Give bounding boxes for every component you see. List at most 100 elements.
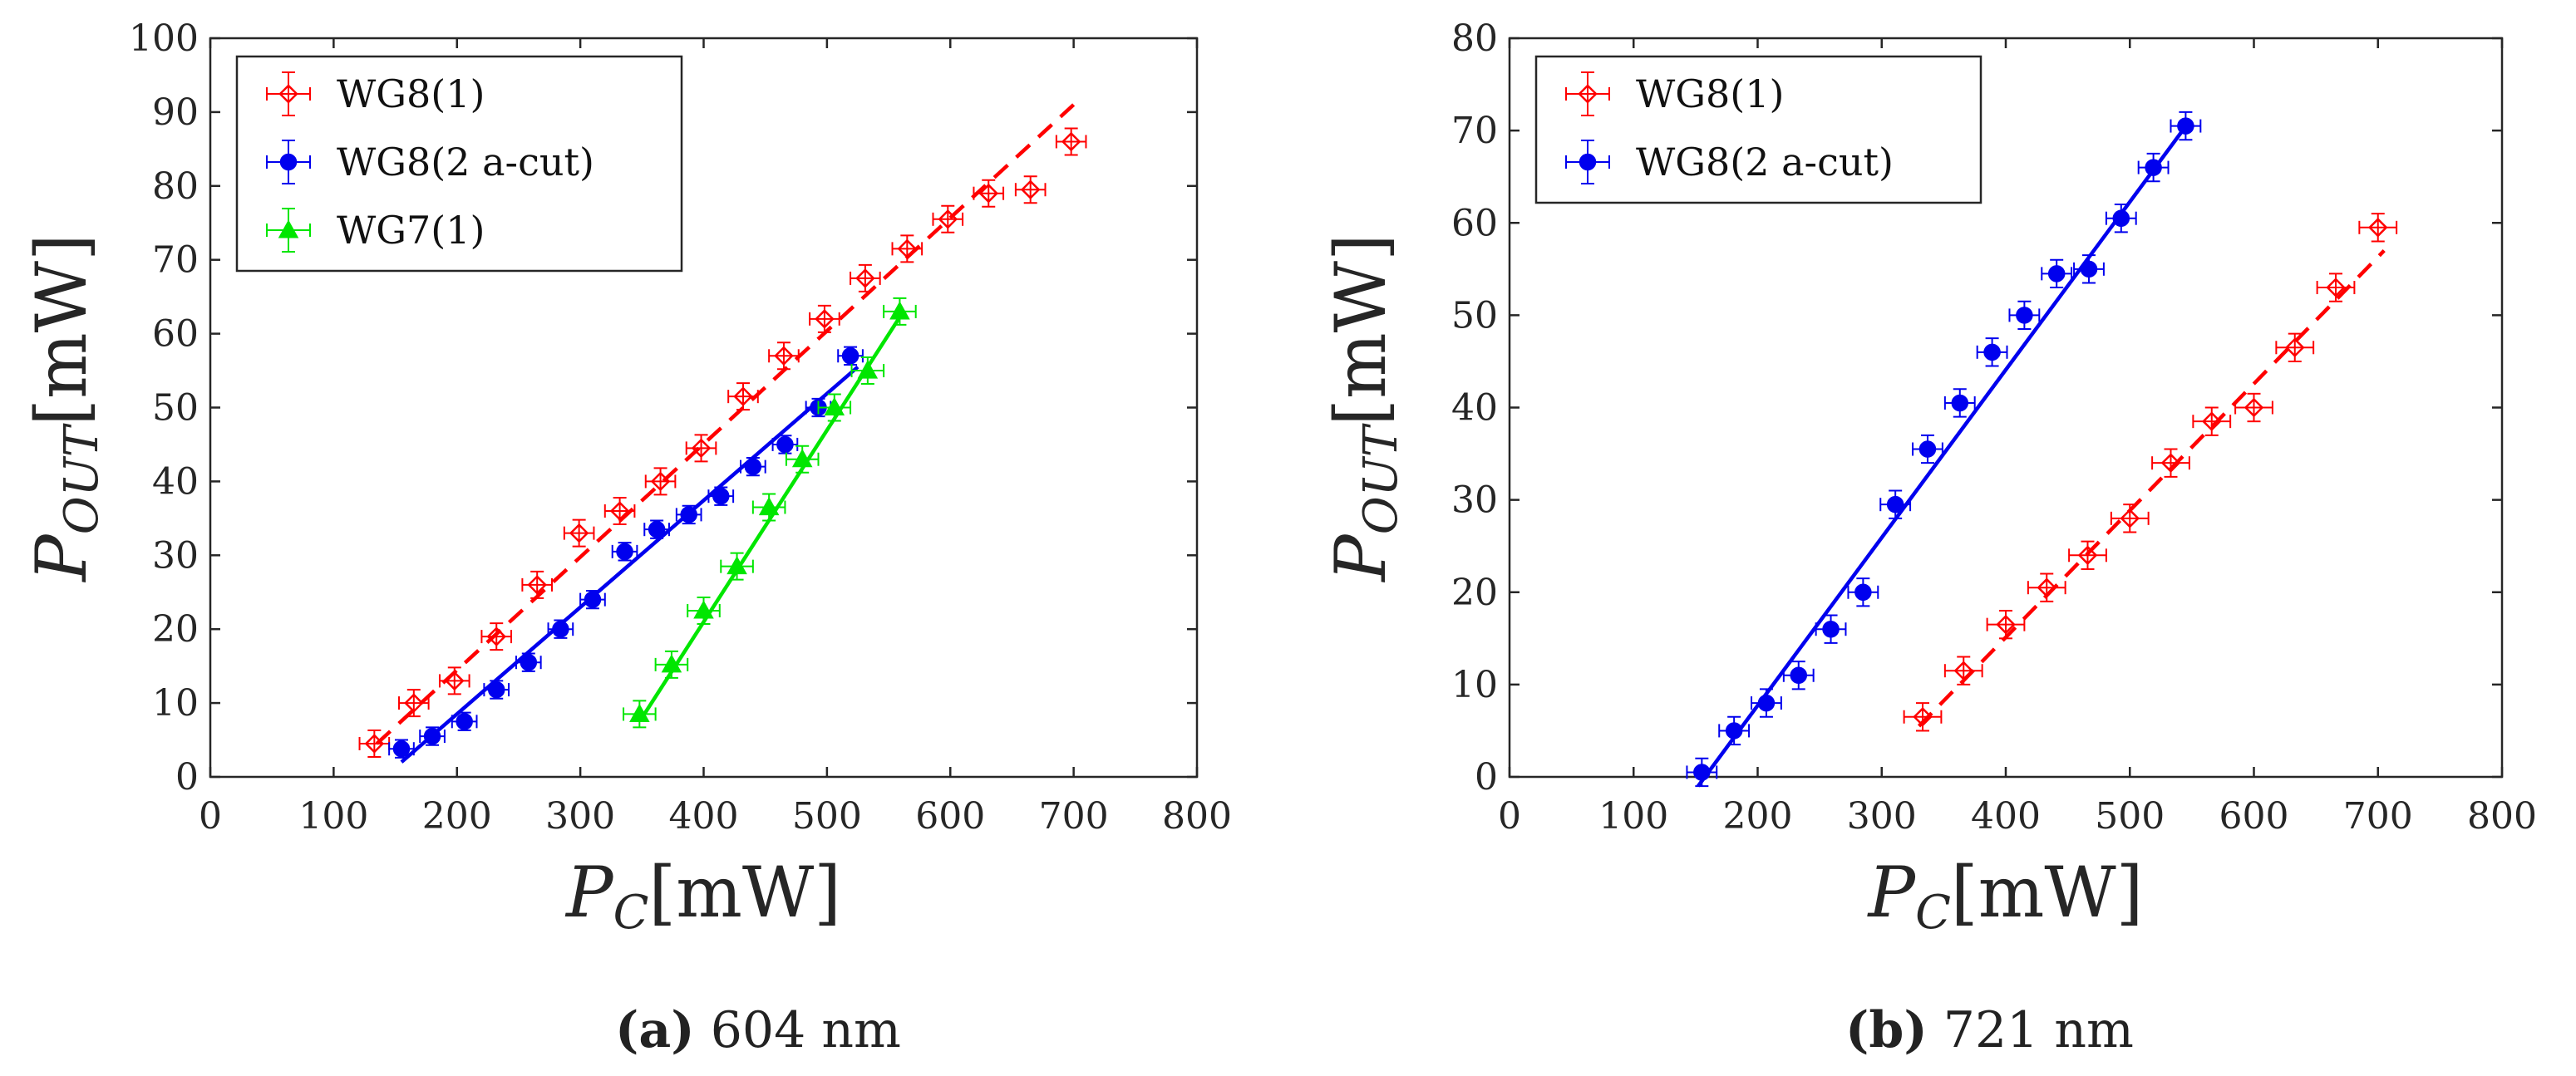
data-point — [2201, 411, 2222, 431]
fit-line — [1697, 120, 2191, 788]
data-point — [791, 449, 813, 468]
y-tick-label: 90 — [152, 91, 199, 134]
error-bar — [1912, 434, 1943, 464]
y-tick-label: 70 — [1451, 110, 1498, 152]
x-tick-label: 800 — [2467, 795, 2537, 838]
x-axis-label: PC[mW] — [1867, 852, 2144, 940]
data-point — [423, 727, 441, 745]
data-point — [691, 438, 712, 459]
data-point — [1725, 722, 1743, 739]
legend-label: WG7(1) — [337, 208, 485, 253]
caption-b: (b) 721 nm — [1845, 1001, 2134, 1059]
legend-box — [235, 55, 683, 273]
legend-marker — [278, 219, 299, 238]
y-tick-label: 40 — [1451, 387, 1498, 430]
data-point — [2244, 397, 2264, 418]
fit-line — [640, 314, 903, 720]
data-point — [569, 523, 589, 543]
legend-label: WG8(1) — [1636, 71, 1784, 116]
data-point — [1757, 694, 1776, 712]
data-point — [364, 734, 385, 754]
data-point — [2326, 278, 2346, 297]
data-point — [815, 309, 835, 329]
data-point — [1918, 440, 1937, 458]
data-point — [889, 301, 910, 320]
series-wg7-1- — [623, 297, 917, 729]
y-tick-label: 60 — [152, 313, 199, 356]
x-tick-label: 300 — [1847, 795, 1917, 838]
data-point — [2047, 265, 2066, 283]
data-point — [776, 435, 794, 454]
data-point — [2284, 337, 2305, 358]
error-bar — [685, 434, 717, 463]
data-point — [486, 626, 506, 646]
data-point — [2367, 218, 2388, 238]
legend-symbol — [266, 140, 311, 184]
legend-marker — [278, 84, 298, 104]
y-tick-label: 20 — [152, 608, 199, 651]
x-tick-label: 500 — [792, 795, 862, 838]
data-point — [680, 506, 697, 523]
legend-symbol — [266, 71, 311, 116]
y-tick-label: 60 — [1451, 202, 1498, 244]
x-axis-label: PC[mW] — [564, 852, 841, 940]
y-axis-label: POUT[mW] — [21, 233, 109, 583]
caption-a-letter: (a) — [615, 1001, 695, 1059]
x-tick-label: 700 — [1039, 795, 1109, 838]
data-point — [520, 653, 538, 671]
legend-symbol — [1565, 140, 1610, 184]
y-tick-label: 10 — [1451, 664, 1498, 706]
x-tick-label: 100 — [298, 795, 368, 838]
x-tick-label: 800 — [1162, 795, 1232, 838]
data-point — [2080, 260, 2098, 278]
y-axis-label: POUT[mW] — [1320, 233, 1408, 583]
data-point — [661, 654, 682, 673]
data-point — [648, 520, 666, 538]
x-tick-label: 500 — [2095, 795, 2165, 838]
error-bar — [1903, 702, 1943, 732]
data-point — [527, 575, 547, 595]
data-point — [1790, 666, 1808, 685]
legend-label: WG8(2 a-cut) — [337, 140, 594, 184]
legend-box — [1534, 55, 1982, 204]
y-tick-label: 100 — [129, 17, 199, 60]
data-point — [1822, 620, 1840, 638]
y-tick-label: 0 — [1475, 756, 1498, 798]
data-point — [1854, 583, 1872, 601]
data-point — [938, 209, 958, 229]
y-tick-label: 40 — [152, 460, 199, 503]
data-point — [1951, 394, 1969, 412]
data-point — [824, 396, 845, 416]
legend-symbol — [266, 208, 311, 253]
x-tick-label: 0 — [199, 795, 222, 838]
fit-line — [1917, 249, 2386, 728]
data-point — [758, 496, 780, 516]
data-point — [774, 346, 794, 366]
chart-panel-b: 0 100 200 300 400 500 600 700 800 0 10 20 30 40 50 60 70… — [1320, 17, 2537, 940]
data-point — [404, 693, 424, 713]
error-bar — [1055, 127, 1087, 156]
x-tick-label: 100 — [1598, 795, 1668, 838]
caption-b-text: 721 nm — [1927, 1001, 2134, 1059]
legend-label: WG8(2 a-cut) — [1636, 140, 1894, 184]
x-tick-label: 600 — [915, 795, 985, 838]
series-wg8-2-a-cut- — [388, 346, 864, 764]
y-tick-label: 80 — [1451, 17, 1498, 60]
data-point — [744, 458, 762, 475]
data-point — [2160, 453, 2181, 473]
legend-marker — [1578, 84, 1598, 104]
data-point — [855, 268, 875, 288]
data-point — [2077, 545, 2098, 566]
data-point — [733, 386, 753, 406]
data-point — [1886, 495, 1904, 513]
x-tick-label: 700 — [2343, 795, 2413, 838]
x-tick-label: 0 — [1498, 795, 1521, 838]
y-tick-label: 10 — [152, 682, 199, 725]
data-point — [1953, 661, 1974, 680]
legend-symbol — [1565, 71, 1610, 116]
x-tick-label: 200 — [422, 795, 492, 838]
data-point — [978, 183, 999, 204]
data-point — [584, 591, 602, 608]
legend-marker — [1579, 153, 1597, 171]
data-point — [2120, 509, 2140, 528]
